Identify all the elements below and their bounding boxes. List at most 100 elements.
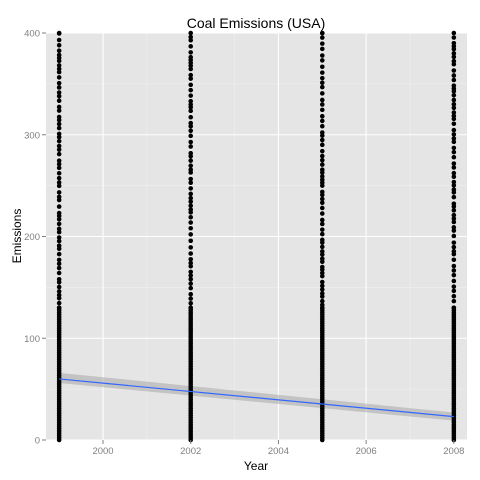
scatter-point	[451, 54, 457, 60]
y-tick-label: 0	[35, 436, 40, 447]
scatter-point	[451, 40, 457, 46]
scatter-point	[188, 176, 194, 182]
scatter-point	[451, 92, 457, 98]
scatter-point	[188, 158, 194, 163]
scatter-point	[451, 228, 457, 233]
scatter-point	[319, 157, 325, 163]
scatter-point	[56, 194, 62, 200]
scatter-point	[451, 233, 457, 239]
scatter-point	[451, 105, 457, 111]
scatter-point	[56, 216, 62, 222]
scatter-point	[319, 153, 325, 159]
scatter-point	[56, 270, 62, 276]
scatter-point	[319, 91, 325, 96]
scatter-point	[56, 151, 62, 157]
scatter-point	[451, 212, 457, 218]
scatter-point	[451, 121, 457, 127]
scatter-point	[451, 284, 457, 289]
scatter-point	[319, 249, 325, 254]
scatter-point	[319, 205, 325, 211]
scatter-point	[56, 80, 62, 86]
scatter-point	[56, 75, 62, 80]
y-tick-label: 200	[24, 232, 40, 243]
scatter-point	[188, 139, 194, 145]
scatter-point	[451, 257, 457, 263]
scatter-point	[319, 256, 325, 262]
scatter-point	[451, 293, 457, 299]
scatter-point	[319, 137, 325, 143]
scatter-point	[451, 58, 457, 64]
scatter-point	[56, 98, 62, 104]
scatter-point	[188, 269, 194, 275]
scatter-point	[56, 121, 62, 127]
y-axis: 0 100 200 300 400	[24, 29, 46, 447]
scatter-point	[56, 243, 62, 249]
scatter-point	[319, 237, 325, 243]
confidence-band	[59, 372, 454, 421]
x-axis: 2000 2002 2004 2006 2008	[92, 440, 464, 457]
scatter-point	[451, 174, 457, 179]
scatter-point	[56, 175, 62, 181]
scatter-point	[188, 87, 194, 93]
scatter-point	[451, 165, 457, 170]
x-axis-title: Year	[244, 459, 268, 473]
scatter-point	[188, 191, 194, 197]
scatter-point	[451, 44, 457, 49]
scatter-point	[319, 84, 325, 90]
scatter-point	[451, 145, 457, 151]
y-axis-title: Emissions	[10, 209, 24, 264]
scatter-point	[451, 272, 457, 278]
scatter-point	[188, 263, 194, 269]
scatter-point	[56, 66, 62, 72]
scatter-point	[188, 102, 194, 107]
scatter-point	[188, 128, 194, 134]
scatter-point	[319, 298, 325, 304]
scatter-point	[56, 229, 62, 235]
scatter-point	[188, 50, 194, 55]
scatter-point	[319, 35, 325, 40]
scatter-point	[188, 54, 194, 60]
scatter-point	[451, 77, 457, 83]
scatter-point	[451, 278, 457, 284]
scatter-point	[451, 208, 457, 213]
scatter-point	[451, 216, 457, 221]
scatter-point	[451, 161, 457, 166]
scatter-point	[319, 287, 325, 292]
scatter-point	[56, 235, 62, 240]
scatter-point	[451, 97, 457, 103]
scatter-point	[319, 64, 325, 70]
scatter-point	[188, 66, 194, 72]
scatter-point	[451, 225, 457, 230]
scatter-point	[451, 194, 457, 200]
scatter-point	[56, 221, 62, 227]
scatter-point	[188, 76, 194, 81]
scatter-point	[188, 93, 194, 98]
scatter-point	[56, 161, 62, 167]
scatter-point	[319, 211, 325, 216]
scatter-point	[56, 63, 62, 68]
scatter-point	[56, 93, 62, 99]
scatter-point	[56, 284, 62, 290]
scatter-point	[56, 104, 62, 110]
scatter-point	[188, 150, 194, 156]
scatter-point	[451, 30, 457, 36]
y-tick-label: 400	[24, 29, 40, 40]
scatter-point	[451, 68, 457, 73]
scatter-point	[56, 300, 62, 306]
scatter-point	[56, 190, 62, 195]
scatter-point	[451, 298, 457, 304]
scatter-point	[56, 37, 62, 43]
scatter-point	[451, 35, 457, 40]
scatter-point	[56, 85, 62, 90]
scatter-point	[319, 167, 325, 173]
scatter-point	[188, 251, 194, 256]
scatter-point	[188, 30, 194, 36]
scatter-point	[56, 52, 62, 58]
scatter-point	[188, 257, 194, 262]
scatter-point	[56, 69, 62, 75]
scatter-point	[56, 147, 62, 152]
scatter-point	[451, 219, 457, 225]
scatter-point	[188, 273, 194, 278]
scatter-point	[188, 260, 194, 266]
scatter-point	[451, 136, 457, 141]
